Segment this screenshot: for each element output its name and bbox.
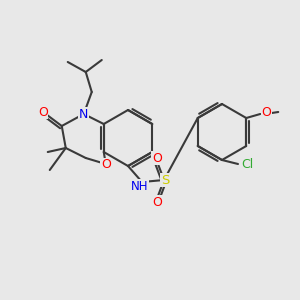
Text: O: O — [152, 152, 162, 164]
Text: O: O — [101, 158, 111, 172]
Text: NH: NH — [131, 179, 149, 193]
Text: Cl: Cl — [241, 158, 253, 170]
Text: N: N — [79, 107, 88, 121]
Text: O: O — [152, 196, 162, 208]
Text: S: S — [161, 173, 169, 187]
Text: O: O — [261, 106, 271, 119]
Text: O: O — [38, 106, 48, 118]
